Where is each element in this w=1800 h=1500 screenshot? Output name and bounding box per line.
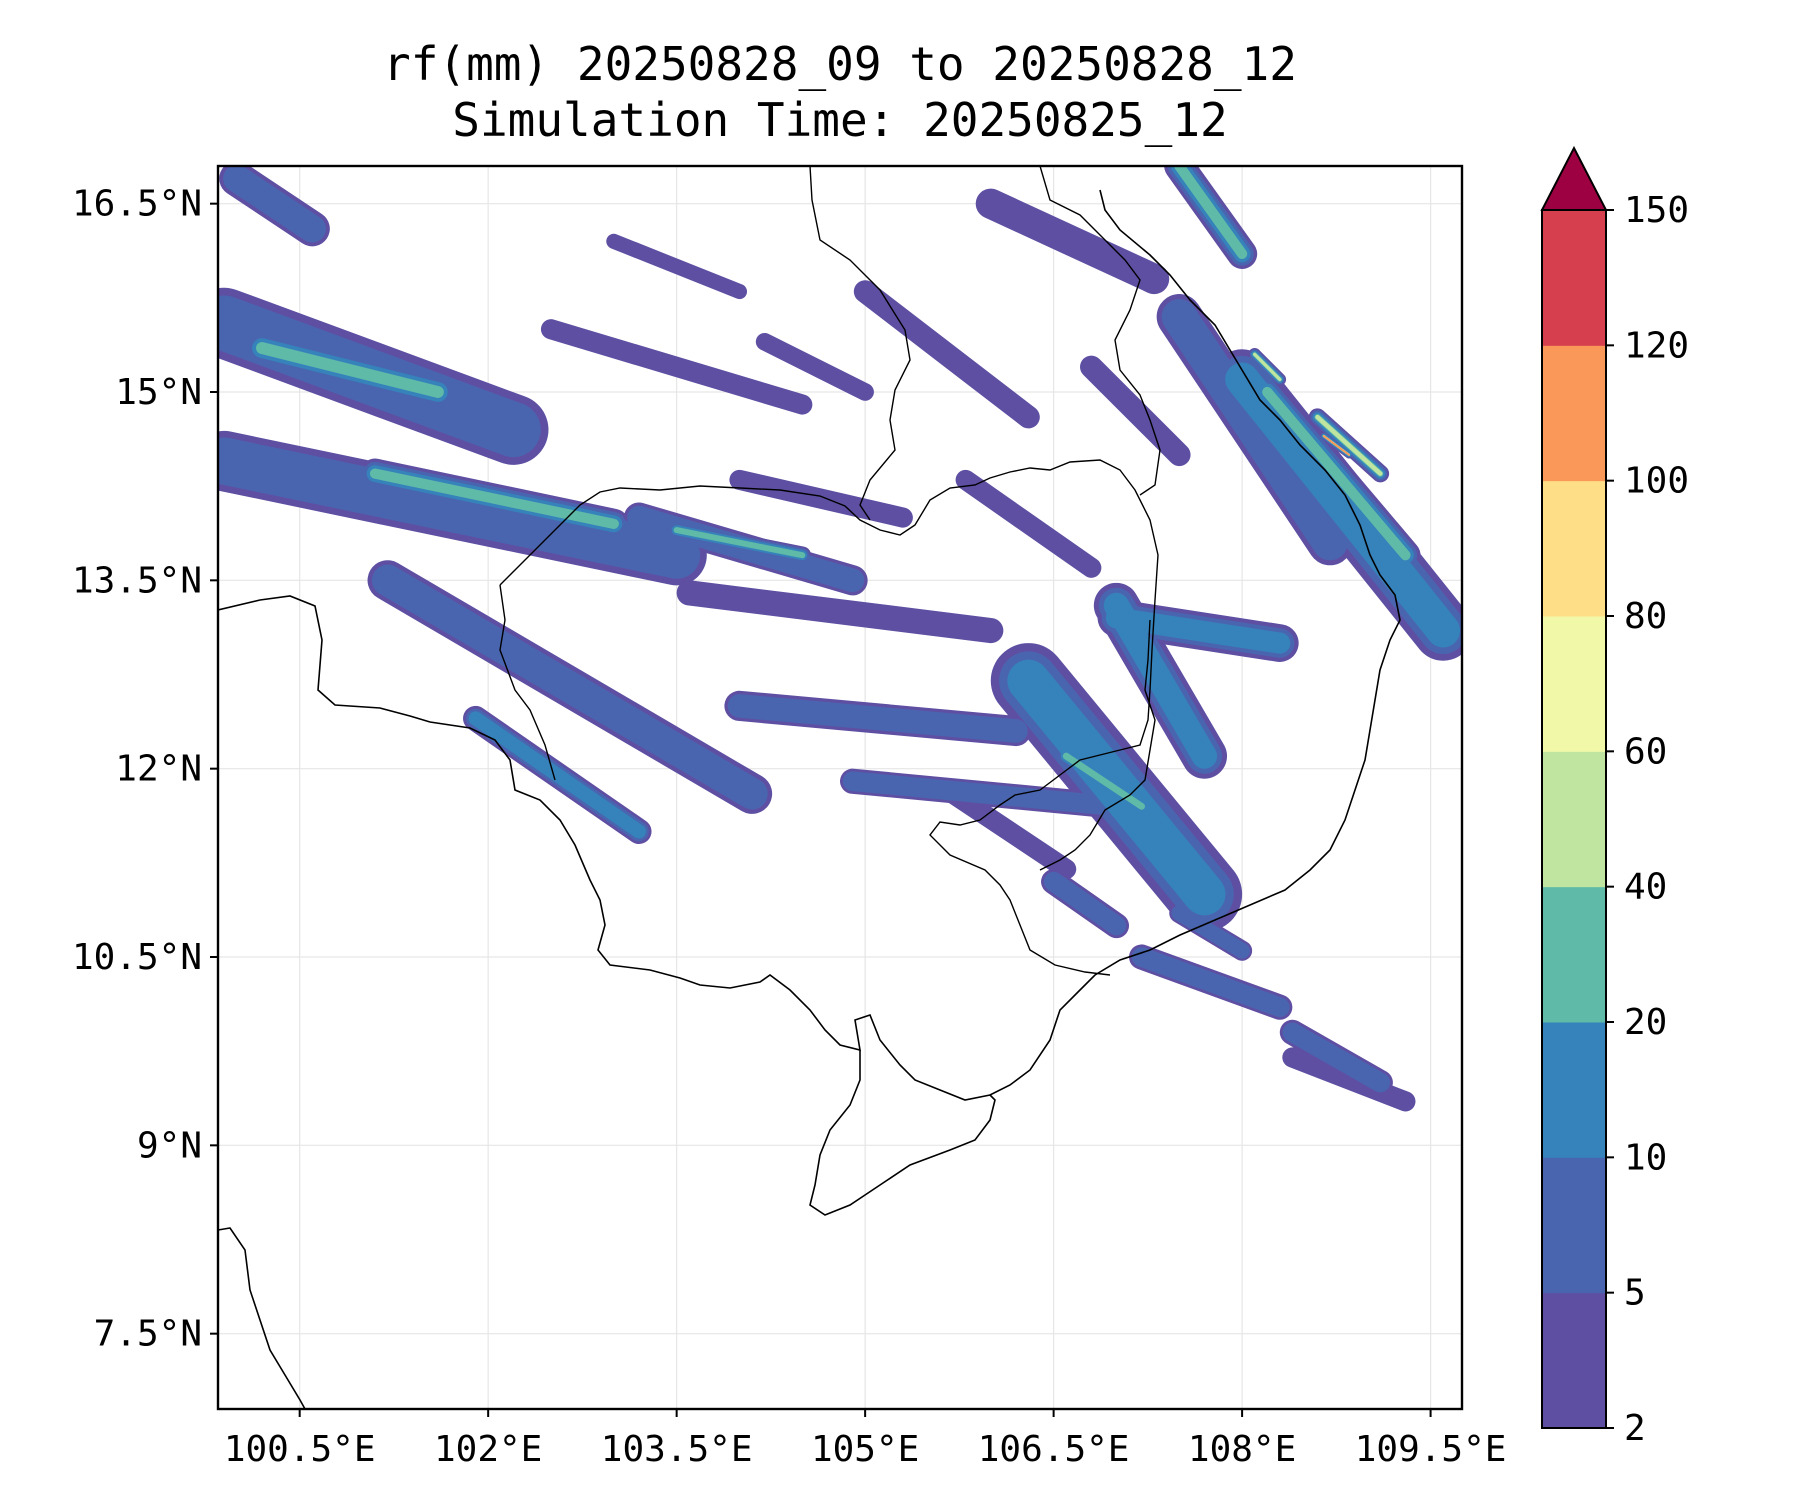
- colorbar-frame: [1541, 209, 1607, 1429]
- rainfall-contours: [218, 166, 1462, 1112]
- y-tick-label-3: 12°N: [115, 749, 202, 790]
- y-tick-label-5: 15°N: [115, 372, 202, 413]
- rain-band-2-level-1: [218, 437, 701, 579]
- colorbar-label-7: 100: [1624, 461, 1689, 502]
- coastline-and-borders: [218, 166, 1401, 1409]
- figure-title-line-1: rf(mm) 20250828_09 to 20250828_12: [383, 37, 1297, 91]
- y-tick-label-2: 10.5°N: [72, 937, 202, 978]
- rain-band-10-level-1: [842, 771, 1127, 817]
- rain-band-5-level-2: [468, 711, 646, 839]
- colorbar-extend-arrow: [1540, 145, 1608, 211]
- colorbar-label-0: 2: [1624, 1408, 1646, 1449]
- colorbar-label-9: 150: [1624, 190, 1689, 231]
- x-tick-label-2: 103.5°E: [601, 1429, 753, 1470]
- figure-title-line-2: Simulation Time: 20250825_12: [452, 93, 1227, 147]
- rain-band-36-level-0: [1080, 355, 1191, 467]
- colorbar-swatch-2: [1542, 1022, 1606, 1158]
- colorbar-label-2: 10: [1624, 1137, 1667, 1178]
- x-tick-label-4: 106.5°E: [978, 1429, 1130, 1470]
- rain-band-4-level-1: [371, 564, 768, 810]
- colorbar-swatch-5: [1542, 616, 1606, 752]
- rain-band-35-level-0: [606, 233, 748, 300]
- x-tick-label-5: 108°E: [1188, 1429, 1296, 1470]
- rain-band-30-level-0: [729, 469, 913, 528]
- rain-band-23-level-1: [1131, 947, 1290, 1018]
- rain-band-27-level-1: [1043, 871, 1127, 936]
- rain-band-25-level-0: [1282, 1047, 1416, 1112]
- border-cambodia-thailand-west: [499, 584, 556, 781]
- rain-band-26-level-1: [1171, 905, 1250, 959]
- rain-band-7-level-3: [673, 527, 806, 559]
- border-cambodia-vietnam: [1039, 619, 1156, 871]
- rain-band-17-level-3: [1262, 386, 1411, 561]
- border-laos-vietnam: [1039, 166, 1161, 496]
- rain-band-34-level-0: [755, 332, 874, 401]
- colorbar-swatch-4: [1542, 751, 1606, 888]
- rain-band-32-level-1: [223, 166, 326, 243]
- coastline-malay-peninsula: [218, 1227, 306, 1409]
- x-tick-label-3: 105°E: [811, 1429, 919, 1470]
- rain-band-31-level-0: [955, 469, 1102, 578]
- colorbar-swatch-0: [1542, 1292, 1606, 1429]
- rain-band-18-level-4: [1315, 414, 1383, 476]
- rain-band-22-level-0: [975, 188, 1170, 295]
- rain-band-29-level-0: [540, 319, 813, 415]
- rain-band-19-level-7: [1322, 435, 1350, 456]
- rain-band-28-level-0: [853, 280, 1040, 429]
- colorbar-swatch-1: [1542, 1157, 1606, 1294]
- rain-band-24-level-1: [1282, 1022, 1391, 1093]
- rain-band-8-level-0: [676, 580, 1004, 644]
- x-axis-ticks: 100.5°E 102°E 103.5°E 105°E 106.5°E 108°E 109.…: [224, 1409, 1507, 1470]
- x-tick-label-6: 109.5°E: [1355, 1429, 1507, 1470]
- rain-band-14-level-2: [1105, 607, 1291, 654]
- rain-band-9-level-1: [727, 694, 1028, 743]
- rain-band-20-level-4: [1253, 352, 1282, 382]
- y-tick-label-1: 9°N: [137, 1125, 202, 1166]
- x-tick-label-0: 100.5°E: [224, 1429, 376, 1470]
- rain-band-16-level-2: [1225, 362, 1461, 648]
- rain-band-33-level-0: [943, 783, 1077, 880]
- colorbar-tick-labels: 2 5 10 20 40 60 80 100 120 150: [1606, 190, 1689, 1449]
- colorbar-label-5: 60: [1624, 731, 1667, 772]
- coastline-mekong-delta: [809, 1050, 996, 1216]
- colorbar-swatch-3: [1542, 886, 1606, 1023]
- y-tick-label-0: 7.5°N: [94, 1314, 202, 1355]
- x-tick-label-1: 102°E: [434, 1429, 542, 1470]
- y-tick-label-4: 13.5°N: [72, 560, 202, 601]
- colorbar-swatch-8: [1542, 210, 1606, 346]
- rain-band-12-level-3: [1062, 752, 1145, 810]
- rain-band-21-level-3: [1174, 166, 1248, 260]
- plot-frame: [216, 164, 1464, 1411]
- colorbar-label-1: 5: [1624, 1273, 1646, 1314]
- y-axis-ticks: 7.5°N 9°N 10.5°N 12°N 13.5°N 15°N 16.5°N: [72, 184, 218, 1355]
- colorbar: [1540, 145, 1608, 1429]
- colorbar-swatch-7: [1542, 345, 1606, 482]
- colorbar-label-8: 120: [1624, 325, 1689, 366]
- map-plot-area: [218, 166, 1462, 1409]
- colorbar-label-6: 80: [1624, 596, 1667, 637]
- y-tick-label-6: 16.5°N: [72, 184, 202, 225]
- colorbar-label-3: 20: [1624, 1002, 1667, 1043]
- rain-band-1-level-3: [255, 342, 444, 398]
- border-thailand-cambodia-laos: [499, 459, 1159, 976]
- border-thailand-laos-north: [809, 166, 911, 521]
- colorbar-swatch-6: [1542, 480, 1606, 617]
- colorbar-label-4: 40: [1624, 867, 1667, 908]
- rain-band-3-level-3: [369, 468, 619, 529]
